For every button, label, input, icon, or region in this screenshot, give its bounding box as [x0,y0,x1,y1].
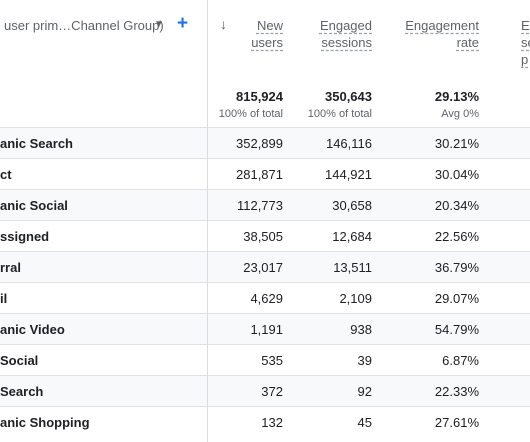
row-channel-name: ct [0,167,12,182]
row-new-users: 372 [261,384,283,399]
row-channel-name: anic Video [0,322,65,337]
row-engagement-rate: 27.61% [434,415,479,430]
row-channel-name: anic Social [0,198,68,213]
row-engaged-sessions: 13,511 [333,260,372,275]
row-channel-name: il [0,291,8,306]
row-engagement-rate: 54.79% [434,322,479,337]
row-channel-name: Search [0,384,44,399]
total-engagement-rate: 29.13% [434,89,479,104]
row-channel-name: Social [0,353,39,368]
row-channel-name: anic Search [0,136,73,151]
row-engagement-rate: 22.56% [434,229,479,244]
row-engaged-sessions: 39 [357,353,372,368]
column-header-engaged-sessions[interactable]: Engaged sessions [319,18,372,50]
row-new-users: 112,773 [236,198,283,213]
table-row[interactable]: rral 23,017 13,511 36.79% [0,251,530,282]
row-engaged-sessions: 2,109 [339,291,372,306]
row-engaged-sessions: 12,684 [332,229,372,244]
total-engaged-sessions: 350,643 [325,89,372,104]
row-engagement-rate: 20.34% [434,198,479,213]
row-new-users: 23,017 [243,260,283,275]
column-header-engagement-rate[interactable]: Engagement rate [405,18,479,50]
row-new-users: 4,629 [250,291,283,306]
row-engaged-sessions: 938 [350,322,372,337]
row-engaged-sessions: 45 [357,415,372,430]
table-row[interactable]: anic Social 112,773 30,658 20.34% [0,189,530,220]
column-header-truncated[interactable]: E se p [521,18,530,67]
table-row[interactable]: anic Shopping 132 45 27.61% [0,406,530,437]
row-engaged-sessions: 92 [357,384,372,399]
row-engaged-sessions: 30,658 [332,198,372,213]
table-row[interactable]: anic Search 352,899 146,116 30.21% [0,127,530,158]
row-engagement-rate: 6.87% [442,353,479,368]
row-engagement-rate: 29.07% [434,291,479,306]
row-engagement-rate: 30.04% [434,167,479,182]
column-header-new-users[interactable]: New users [251,18,283,50]
column-divider [207,0,208,442]
total-new-users: 815,924 [236,89,283,104]
total-engagement-rate-sub: Avg 0% [441,108,479,120]
row-channel-name: rral [0,260,21,275]
table-row[interactable]: Search 372 92 22.33% [0,375,530,406]
table-row[interactable]: Social 535 39 6.87% [0,344,530,375]
row-new-users: 1,191 [250,322,283,337]
row-engagement-rate: 36.79% [434,260,479,275]
table-row[interactable]: ct 281,871 144,921 30.04% [0,158,530,189]
row-engaged-sessions: 146,116 [325,136,372,151]
total-engaged-sessions-sub: 100% of total [307,108,372,120]
dimension-dropdown-icon[interactable]: ▼ [154,19,164,30]
row-channel-name: anic Shopping [0,415,90,430]
table-row[interactable]: ssigned 38,505 12,684 22.56% [0,220,530,251]
add-dimension-icon[interactable]: + [177,13,189,34]
table-header: user prim…Channel Group) ▼ + ↓ New users… [0,0,530,127]
row-new-users: 132 [261,415,283,430]
table-row[interactable]: anic Video 1,191 938 54.79% [0,313,530,344]
dimension-column-header[interactable]: user prim…Channel Group) [4,18,164,33]
row-engaged-sessions: 144,921 [325,167,372,182]
total-new-users-sub: 100% of total [218,108,283,120]
row-new-users: 352,899 [236,136,283,151]
row-new-users: 38,505 [243,229,283,244]
row-new-users: 535 [261,353,283,368]
row-engagement-rate: 22.33% [434,384,479,399]
table-row[interactable]: il 4,629 2,109 29.07% [0,282,530,313]
row-channel-name: ssigned [0,229,50,244]
row-engagement-rate: 30.21% [434,136,479,151]
arrow-down-icon[interactable]: ↓ [220,16,227,32]
row-new-users: 281,871 [236,167,283,182]
